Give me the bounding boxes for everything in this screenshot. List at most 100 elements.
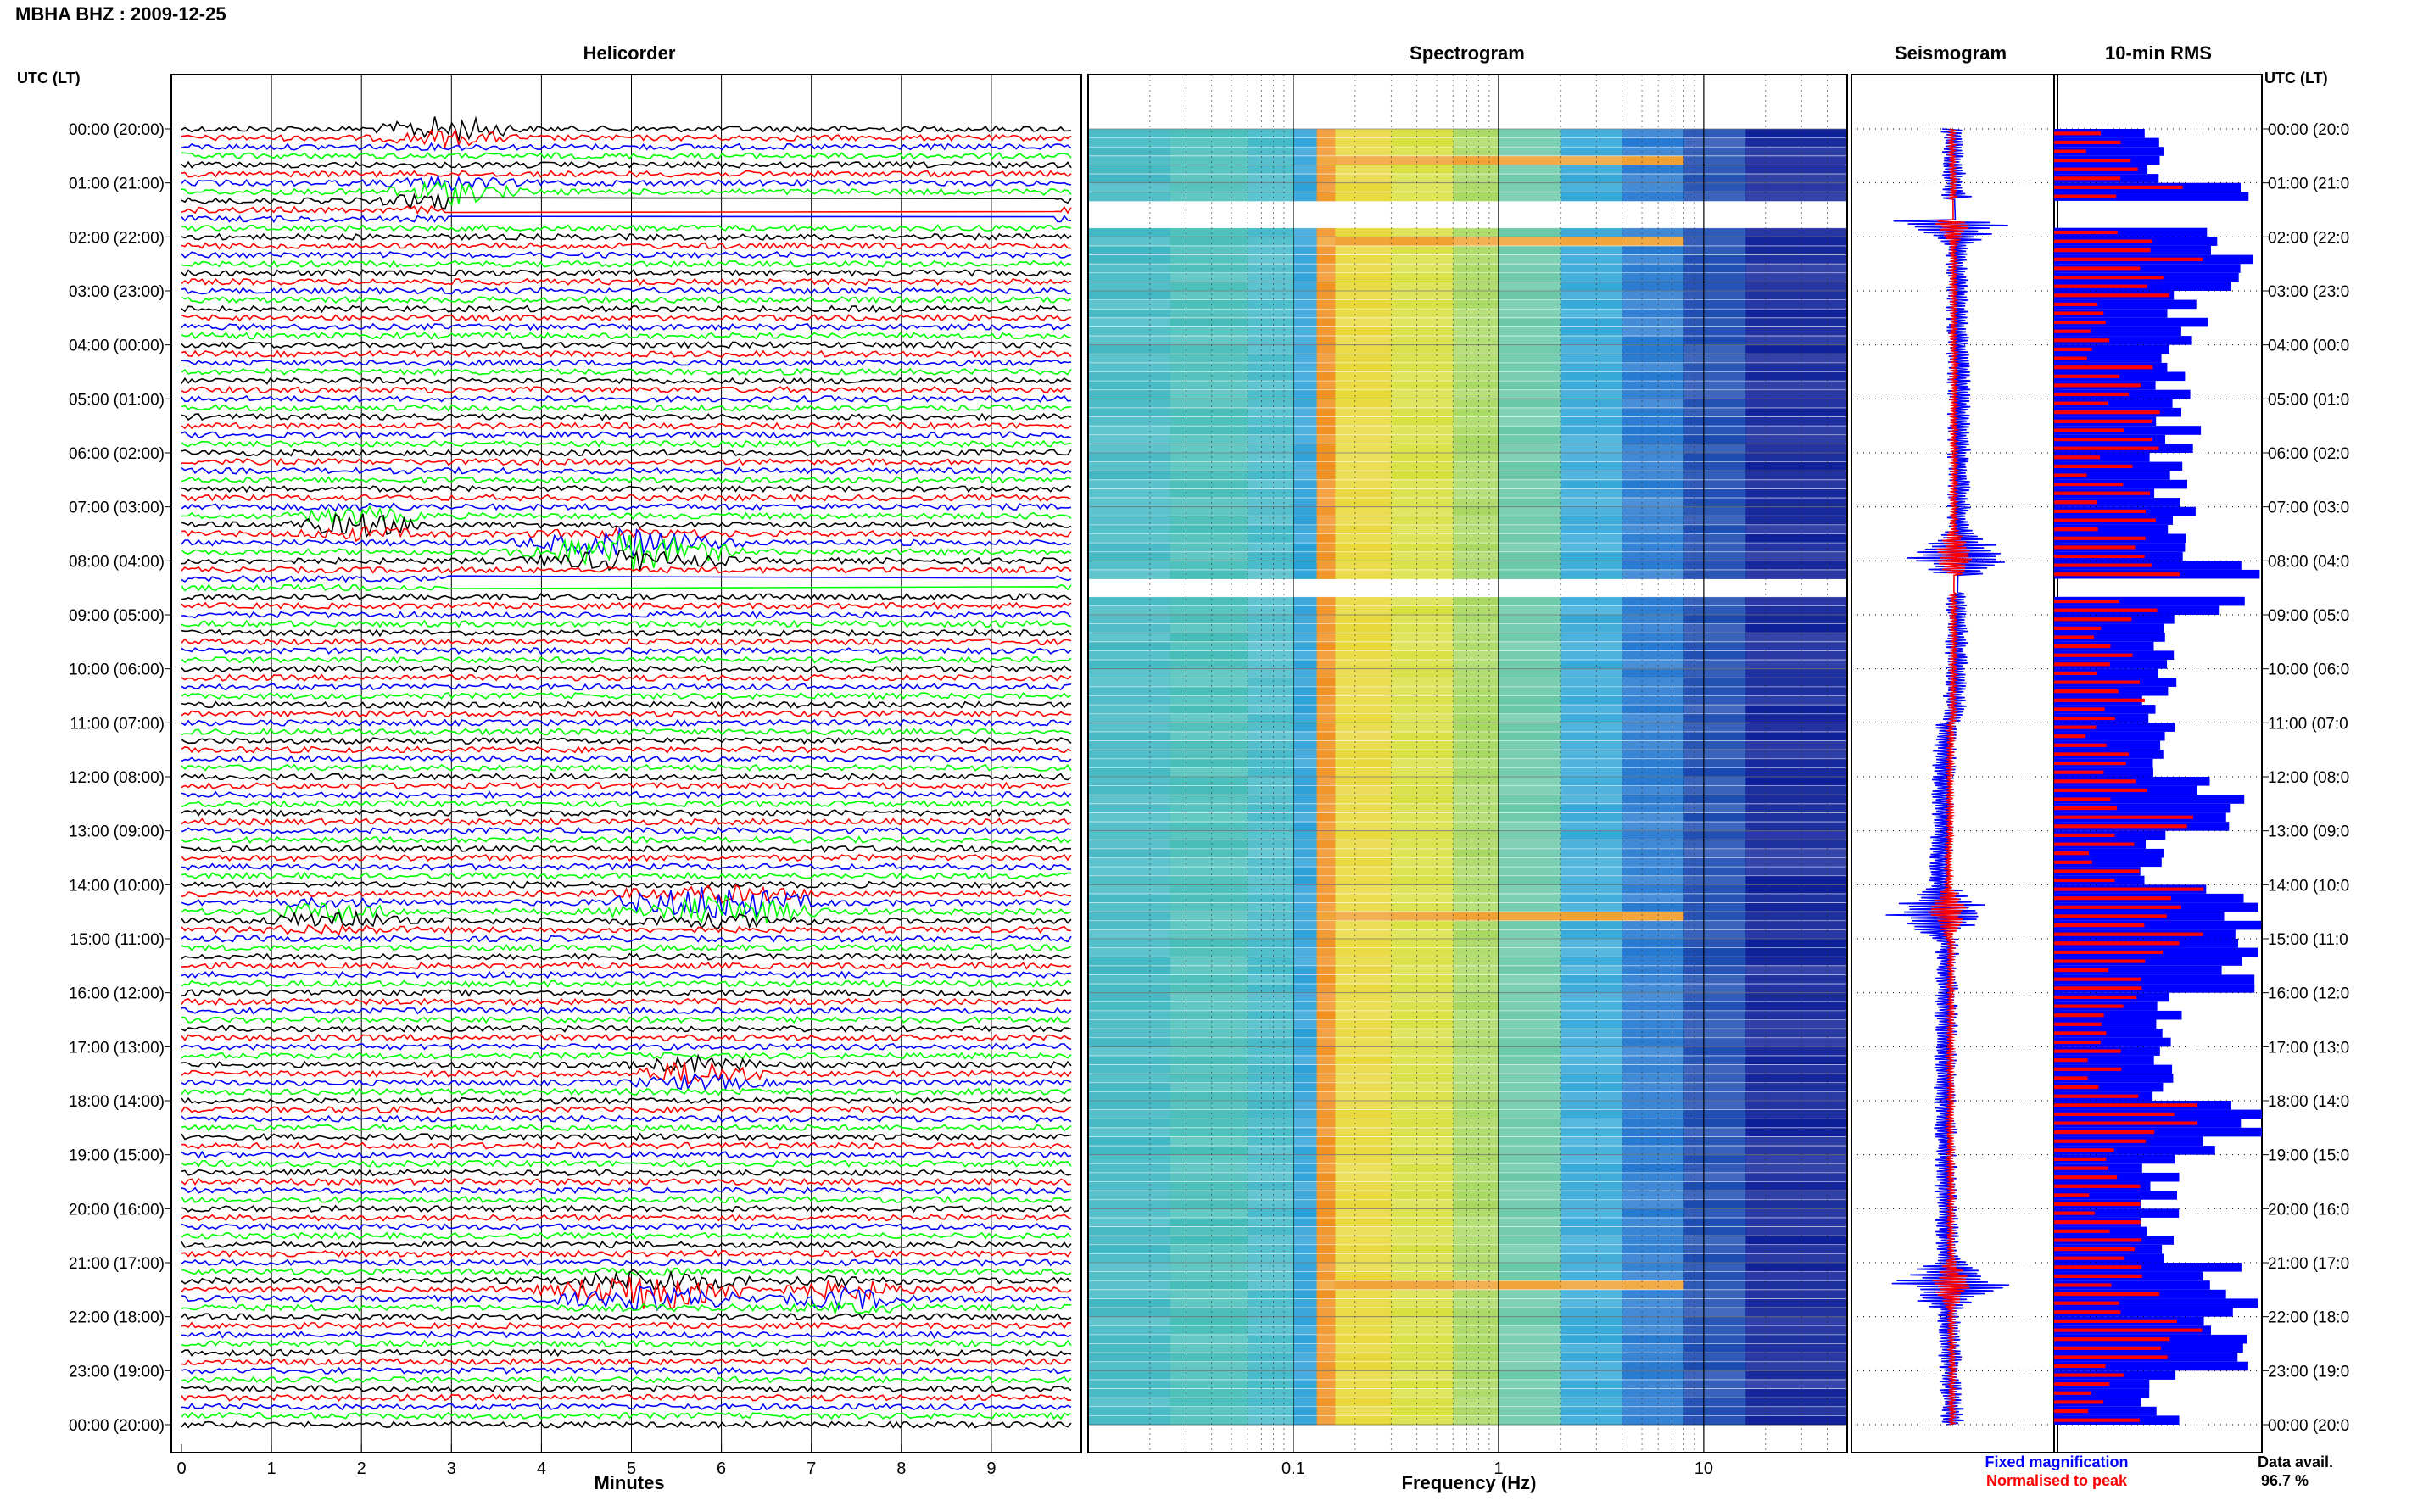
spectrogram-cell [1498,192,1561,202]
rms-bar-normalised [2054,1373,2124,1377]
spectrogram-cell [1170,254,1248,265]
spectrogram-cell [1170,1289,1248,1299]
spectrogram-cell [1293,1280,1318,1291]
spectrogram-cell [1498,857,1561,868]
spectrogram-cell [1745,1136,1848,1147]
spectrogram-cell [1248,426,1294,436]
spectrogram-cell [1335,1398,1392,1408]
spectrogram-cell [1683,1370,1746,1381]
spectrogram-cell [1170,605,1248,616]
spectrogram-cell [1335,723,1392,733]
spectrogram-cell [1316,965,1336,975]
spectrogram-cell [1088,1316,1170,1326]
spectrogram-cell [1622,957,1684,967]
spectrogram-cell [1745,291,1848,300]
spectrogram-cell [1088,723,1170,733]
helicorder-trace [181,1150,1072,1159]
spectrogram-cell [1391,1406,1454,1416]
rms-title: 10-min RMS [2105,42,2212,64]
spectrogram-cell [1745,137,1848,148]
spectrogram-cell [1293,731,1318,741]
spectrogram-cell [1170,750,1248,760]
spectrogram-cell [1248,695,1294,706]
spectrogram-cell [1316,1280,1336,1291]
spectrogram-cell [1088,678,1170,688]
helicorder-trace [181,601,1072,611]
spectrogram-cell [1745,1082,1848,1092]
spectrogram-cell [1560,1181,1623,1191]
spectrogram-cell [1391,830,1454,840]
spectrogram-cell [1170,551,1248,561]
rms-bar-normalised [2054,347,2092,351]
spectrogram-cell [1248,1263,1294,1272]
helicorder-trace [181,377,1072,385]
rms-bar-fixed [2054,1388,2150,1398]
spectrogram-cell [1622,1091,1684,1102]
rms-bar-normalised [2054,1031,2107,1035]
spectrogram-cell [1248,516,1294,526]
spectrogram-cell [1683,1263,1746,1272]
spectrogram-cell [1335,803,1392,813]
hour-label-left: 21:00 (17:00) [69,1255,165,1273]
spectrogram-cell [1248,795,1294,805]
minute-tick-label: 0 [176,1459,186,1478]
spectrogram-cell [1248,282,1294,292]
spectrogram-cell [1498,309,1561,319]
spectrogram-cell [1683,875,1746,885]
spectrogram-cell [1293,1172,1318,1182]
spectrogram-cell [1453,795,1499,805]
spectrogram-cell [1088,129,1170,138]
rms-bar-fixed [2054,471,2170,480]
spectrogram-cell [1088,705,1170,715]
spectrogram-cell [1683,605,1746,616]
hour-label-right: 04:00 (00:0 [2268,338,2349,355]
spectrogram-cell [1745,830,1848,840]
spectrogram-cell [1498,354,1561,364]
spectrogram-cell [1498,830,1561,840]
spectrogram-cell [1622,182,1684,192]
spectrogram-cell [1088,1191,1170,1201]
spectrogram-cell [1170,1388,1248,1398]
spectrogram-cell [1560,1019,1623,1029]
rms-bar-normalised [2054,1148,2114,1152]
spectrogram-cell [1391,399,1454,409]
spectrogram-cell [1170,1001,1248,1012]
spectrogram-cell [1745,1388,1848,1398]
rms-bar-normalised [2054,1337,2170,1342]
spectrogram-cell [1248,875,1294,885]
spectrogram-cell [1391,1154,1454,1164]
spectrogram-cell [1293,1163,1318,1174]
spectrogram-cell [1335,147,1392,157]
spectrogram-cell [1453,750,1499,760]
spectrogram-cell [1248,939,1294,948]
spectrogram-cell [1293,1334,1318,1344]
spectrogram-cell [1088,1064,1170,1074]
spectrogram-cell [1498,1406,1561,1416]
spectrogram-cell [1622,1353,1684,1363]
spectrogram-cell [1453,1289,1499,1299]
rms-bar-normalised [2054,1220,2141,1225]
helicorder-trace [181,728,1072,736]
spectrogram-cell [1293,713,1318,723]
spectrogram-cell [1170,902,1248,912]
spectrogram-cell [1316,533,1336,544]
spectrogram-cell [1088,245,1170,255]
spectrogram-cell [1560,1064,1623,1074]
spectrogram-cell [1683,155,1746,165]
spectrogram-cell [1745,506,1848,516]
spectrogram-cell [1088,471,1170,481]
minute-tick-label: 7 [807,1459,816,1478]
spectrogram-cell [1622,336,1684,346]
spectrogram-cell [1498,1289,1561,1299]
spectrogram-cell [1453,1055,1499,1065]
spectrogram-cell [1745,1415,1848,1426]
helicorder-trace [181,466,1072,475]
spectrogram-cell [1745,650,1848,661]
spectrogram-cell [1316,264,1336,274]
spectrogram-cell [1745,1163,1848,1174]
spectrogram-cell [1453,1271,1499,1281]
rms-bar-normalised [2054,284,2147,288]
spectrogram-cell [1316,471,1336,481]
spectrogram-cell [1316,1388,1336,1398]
spectrogram-cell [1335,1244,1392,1254]
